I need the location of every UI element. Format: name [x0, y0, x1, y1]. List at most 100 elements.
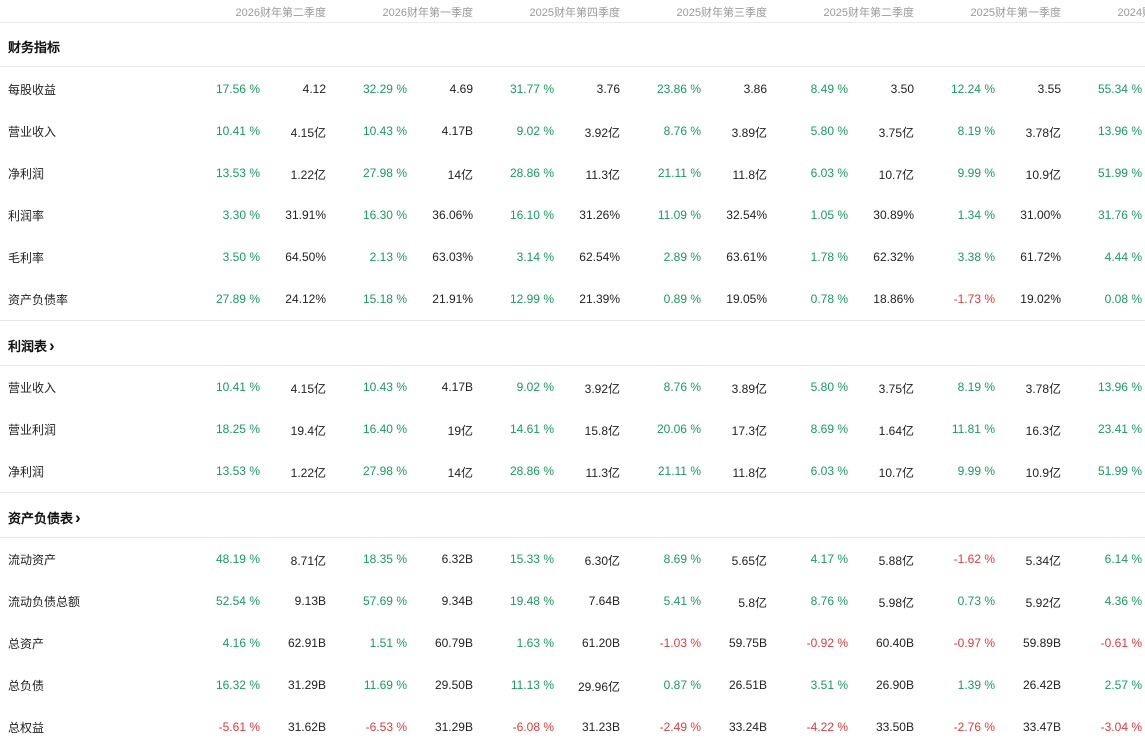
- row-label: 流动负债总额: [8, 595, 81, 609]
- change-percent: 16.30 %: [362, 208, 407, 222]
- value: 33.50B: [875, 720, 914, 734]
- chevron-right-icon[interactable]: ›: [75, 508, 81, 527]
- row-label: 总权益: [8, 721, 45, 735]
- change-percent: 27.98 %: [362, 166, 407, 180]
- change-percent: 9.99 %: [957, 464, 995, 478]
- change-percent: 3.50 %: [222, 250, 260, 264]
- period-header-row: 2026财年第二季度 2026财年第一季度 2025财年第四季度 2025财年第三季度…: [0, 0, 1145, 23]
- change-percent: 28.86 %: [509, 166, 554, 180]
- value: 21.39%: [579, 292, 620, 306]
- chevron-right-icon[interactable]: ›: [49, 336, 55, 355]
- value: 6.30亿: [584, 554, 620, 568]
- period-header[interactable]: 2025财年第二季度: [823, 7, 914, 19]
- table-row: 资产负债率 27.89 % 24.12% 15.18 % 21.91% 12.99 % 21…: [0, 278, 1145, 320]
- value: 19亿: [447, 424, 473, 438]
- value: 29.96亿: [577, 680, 620, 694]
- value: 59.89B: [1022, 636, 1061, 650]
- change-percent: 1.05 %: [810, 208, 848, 222]
- value: 5.65亿: [731, 554, 767, 568]
- value: 17.3亿: [731, 424, 767, 438]
- value: 62.54%: [579, 250, 620, 264]
- value: 5.92亿: [1025, 596, 1061, 610]
- value: 19.02%: [1020, 292, 1061, 306]
- change-percent: 1.78 %: [810, 250, 848, 264]
- value: 11.8亿: [732, 466, 767, 480]
- change-percent: 0.73 %: [957, 594, 995, 608]
- value: 19.4亿: [290, 424, 326, 438]
- change-percent: -2.49 %: [659, 720, 701, 734]
- change-percent: 0.89 %: [663, 292, 701, 306]
- row-label: 流动资产: [8, 553, 57, 567]
- change-percent: 14.61 %: [509, 422, 554, 436]
- value: 5.88亿: [878, 554, 914, 568]
- row-label: 总资产: [8, 637, 45, 651]
- row-label: 营业收入: [8, 125, 57, 139]
- change-percent: 1.63 %: [516, 636, 554, 650]
- value: 24.12%: [285, 292, 326, 306]
- change-percent: 17.56 %: [215, 82, 260, 96]
- value: 5.98亿: [878, 596, 914, 610]
- period-header[interactable]: 2025财年第一季度: [970, 7, 1061, 19]
- value: 3.78亿: [1025, 382, 1061, 396]
- value: 11.8亿: [732, 168, 767, 182]
- change-percent: 2.13 %: [369, 250, 407, 264]
- section-header[interactable]: 利润表 ›: [0, 320, 1145, 366]
- section-title[interactable]: 资产负债表 ›: [8, 508, 81, 527]
- change-percent: 31.76 %: [1097, 208, 1142, 222]
- value: 1.22亿: [290, 466, 326, 480]
- value: 3.55: [1037, 82, 1061, 96]
- change-percent: 13.96 %: [1097, 124, 1142, 138]
- section-title[interactable]: 利润表 ›: [8, 336, 55, 355]
- section-header[interactable]: 资产负债表 ›: [0, 492, 1145, 538]
- change-percent: 0.08 %: [1104, 292, 1142, 306]
- change-percent: 3.30 %: [222, 208, 260, 222]
- change-percent: 8.49 %: [810, 82, 848, 96]
- table-row: 总权益 -5.61 % 31.62B -6.53 % 31.29B -6.08 % 31.2…: [0, 706, 1145, 742]
- change-percent: 18.35 %: [362, 552, 407, 566]
- period-header[interactable]: 2025财年第四季度: [529, 7, 620, 19]
- change-percent: 3.38 %: [957, 250, 995, 264]
- period-header[interactable]: 2026财年第二季度: [235, 7, 326, 19]
- change-percent: 5.80 %: [810, 124, 848, 138]
- value: 3.78亿: [1025, 126, 1061, 140]
- table-row: 毛利率 3.50 % 64.50% 2.13 % 63.03% 3.14 % 62.54% 2…: [0, 236, 1145, 278]
- value: 31.23B: [581, 720, 620, 734]
- change-percent: 8.19 %: [957, 380, 995, 394]
- value: 31.29B: [287, 678, 326, 692]
- value: 21.91%: [432, 292, 473, 306]
- value: 1.64亿: [878, 424, 914, 438]
- value: 5.34亿: [1025, 554, 1061, 568]
- change-percent: -1.03 %: [659, 636, 701, 650]
- change-percent: 11.81 %: [951, 422, 995, 436]
- period-header[interactable]: 2026财年第一季度: [382, 7, 473, 19]
- value: 62.91B: [287, 636, 326, 650]
- value: 9.34B: [441, 594, 473, 608]
- table-row: 每股收益 17.56 % 4.12 32.29 % 4.69 31.77 % 3.76 23.…: [0, 68, 1145, 110]
- change-percent: 8.76 %: [810, 594, 848, 608]
- change-percent: 23.41 %: [1097, 422, 1142, 436]
- change-percent: 13.96 %: [1097, 380, 1142, 394]
- change-percent: -0.61 %: [1100, 636, 1142, 650]
- value: 3.75亿: [878, 382, 914, 396]
- row-label: 净利润: [8, 465, 45, 479]
- row-label: 毛利率: [8, 251, 45, 265]
- value: 16.3亿: [1025, 424, 1061, 438]
- value: 4.17B: [441, 380, 473, 394]
- row-label: 营业利润: [8, 423, 57, 437]
- value: 3.89亿: [731, 382, 767, 396]
- change-percent: 11.13 %: [510, 678, 554, 692]
- row-label: 利润率: [8, 209, 45, 223]
- table-row: 总资产 4.16 % 62.91B 1.51 % 60.79B 1.63 % 61.20B -…: [0, 622, 1145, 664]
- change-percent: 8.76 %: [663, 124, 701, 138]
- value: 61.72%: [1020, 250, 1061, 264]
- value: 3.92亿: [584, 382, 620, 396]
- period-header[interactable]: 2025财年第三季度: [676, 7, 767, 19]
- section-title: 财务指标: [8, 37, 60, 56]
- value: 4.15亿: [290, 126, 326, 140]
- change-percent: 4.44 %: [1104, 250, 1142, 264]
- change-percent: 2.89 %: [663, 250, 701, 264]
- period-header[interactable]: 2024财年第四季度: [1117, 7, 1145, 19]
- value: 31.29B: [434, 720, 473, 734]
- section-title-text: 利润表: [8, 339, 48, 354]
- change-percent: 48.19 %: [215, 552, 260, 566]
